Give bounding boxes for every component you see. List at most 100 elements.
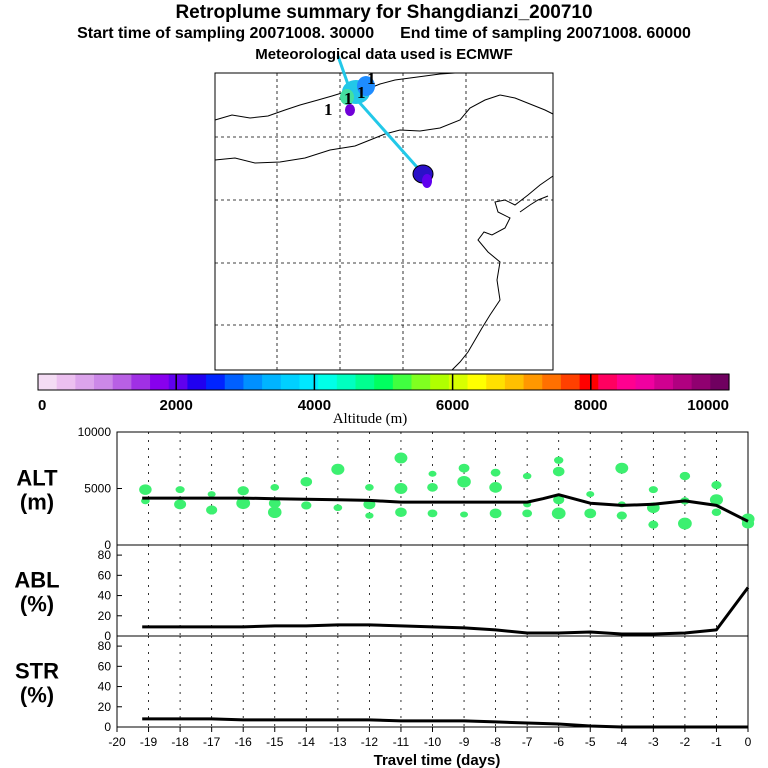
y-tick-label: 80 [98, 639, 112, 653]
panel-title: STR [15, 659, 59, 684]
scatter-point [648, 520, 659, 529]
scatter-point [678, 517, 692, 530]
colorbar-swatch [112, 374, 132, 390]
colorbar-swatch [75, 374, 95, 390]
colorbar-label: Altitude (m) [333, 411, 408, 427]
scatter-point [175, 486, 185, 494]
colorbar-swatch [448, 374, 469, 390]
trajectory: 1 1 1 1 [324, 55, 434, 188]
colorbar-swatch [430, 374, 450, 390]
altitude-colorbar: 0 2000 4000 6000 8000 10000 [37, 373, 730, 414]
x-tick-label: -6 [553, 735, 564, 749]
x-axis-label: Travel time (days) [374, 752, 501, 768]
colorbar-swatch [691, 374, 711, 390]
border-line [499, 94, 554, 115]
colorbar-tick-label: 8000 [574, 397, 607, 414]
y-tick-label: 80 [98, 548, 112, 562]
scatter-point [552, 466, 565, 477]
x-tick-label: -3 [648, 735, 659, 749]
y-tick-label: 40 [98, 589, 112, 603]
chart-title: Retroplume summary for Shangdianzi_20071… [175, 2, 593, 23]
panel-unit: (%) [20, 683, 54, 708]
scatter-point [236, 497, 251, 510]
colorbar-swatch [56, 374, 76, 390]
scatter-point [207, 491, 216, 498]
x-tick-label: -1 [711, 735, 722, 749]
colorbar-swatch [355, 374, 375, 390]
colorbar-swatch [224, 374, 245, 390]
scatter-point [490, 468, 501, 477]
colorbar-tick-label: 6000 [436, 397, 469, 414]
colorbar-swatch [710, 374, 730, 390]
colorbar-swatch [38, 374, 58, 390]
scatter-point [394, 483, 408, 494]
scatter-point [428, 470, 437, 477]
y-tick-label: 20 [98, 609, 112, 623]
plume-blob [345, 104, 355, 116]
x-tick-label: -7 [522, 735, 533, 749]
panel-title: ABL [14, 568, 59, 593]
scatter-point [427, 509, 438, 518]
colorbar-swatch [336, 374, 357, 390]
sampling-times: Start time of sampling 20071008. 30000 En… [0, 25, 768, 43]
coastline [519, 195, 549, 213]
series-line [142, 717, 748, 729]
colorbar-swatch [131, 374, 151, 390]
scatter-point [139, 484, 152, 495]
series-line [142, 586, 750, 636]
x-tick-label: -4 [616, 735, 627, 749]
border-line [214, 91, 346, 121]
colorbar-swatch [467, 374, 487, 390]
trajectory-line [349, 92, 426, 176]
x-tick-label: -19 [140, 735, 158, 749]
x-axis: -20 -19 -18 -17 -16 -15 -14 -13 -12 -11 -10 -9 -8 -7-… [108, 727, 752, 768]
scatter-point [615, 462, 629, 474]
scatter-point [206, 505, 218, 515]
x-tick-label: -18 [171, 735, 189, 749]
colorbar-swatch [168, 374, 189, 390]
marker-label: 1 [357, 83, 366, 102]
colorbar-tick-label: 4000 [298, 397, 331, 414]
colorbar-tick-label: 2000 [160, 397, 193, 414]
marker-label: 1 [324, 100, 333, 119]
border-line [364, 72, 456, 91]
x-tick-label: -11 [393, 735, 410, 749]
series-line [142, 493, 749, 523]
scatter-point [586, 491, 595, 498]
map-gridlines [215, 73, 553, 370]
scatter-point [365, 484, 374, 491]
border-line [214, 94, 501, 164]
scatter-point [333, 504, 343, 512]
scatter-point [267, 506, 282, 519]
y-tick-label: 10000 [78, 425, 112, 439]
scatter-point [522, 509, 533, 518]
scatter-point [427, 483, 438, 492]
panel-abl: 0 20 40 60 80 ABL(%) [14, 544, 750, 643]
scatter-point [460, 511, 469, 518]
y-tick-label: 60 [98, 659, 112, 673]
met-data-label: Meteorological data used is ECMWF [255, 46, 513, 63]
colorbar-swatch [299, 374, 319, 390]
colorbar-swatch [672, 374, 693, 390]
y-tick-label: 0 [104, 629, 111, 643]
y-tick-label: 40 [98, 680, 112, 694]
scatter-point [268, 498, 281, 509]
colorbar-swatch [150, 374, 170, 390]
colorbar-swatch [243, 374, 263, 390]
marker-label: 1 [344, 89, 353, 108]
colorbar-swatch [616, 374, 637, 390]
colorbar-swatch [187, 374, 207, 390]
panel-unit: (m) [20, 490, 54, 515]
colorbar-swatch [392, 374, 413, 390]
x-tick-label: -17 [203, 735, 221, 749]
colorbar-swatch [598, 374, 618, 390]
colorbar-tick-label: 10000 [687, 397, 729, 414]
x-tick-label: -9 [459, 735, 470, 749]
x-tick-label: -20 [108, 735, 126, 749]
x-tick-label: -13 [329, 735, 347, 749]
colorbar-swatch [280, 374, 301, 390]
colorbar-swatch [654, 374, 674, 390]
plume-blob [422, 174, 432, 188]
panel-alt: 0 5000 10000 ALT(m) [16, 425, 755, 552]
